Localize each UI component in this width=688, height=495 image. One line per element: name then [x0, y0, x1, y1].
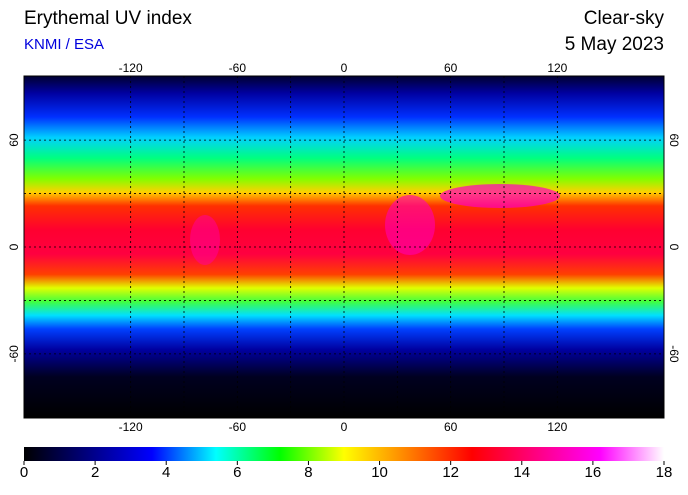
uv-hotspot: [440, 184, 560, 208]
y-tick-label: 60: [667, 133, 681, 147]
x-tick-label: -60: [229, 420, 247, 434]
date: 5 May 2023: [565, 34, 664, 55]
y-tick-label: 0: [7, 243, 21, 250]
colorbar-tick-label: 12: [442, 464, 459, 481]
x-tick-label: 0: [341, 61, 348, 75]
uv-hotspot: [385, 195, 435, 255]
x-tick-label: 0: [341, 420, 348, 434]
uv-hotspot: [190, 215, 220, 265]
title: Erythemal UV index: [24, 8, 192, 29]
y-tick-label: -60: [667, 345, 681, 363]
colorbar-tick-label: 18: [656, 464, 673, 481]
colorbar-tick-label: 8: [304, 464, 312, 481]
x-tick-label: 120: [547, 61, 567, 75]
x-tick-label: 60: [444, 61, 458, 75]
y-tick-label: -60: [7, 345, 21, 363]
colorbar-tick-label: 10: [371, 464, 388, 481]
colorbar-tick-label: 6: [233, 464, 241, 481]
subtitle: KNMI / ESA: [24, 36, 104, 53]
y-tick-label: 60: [7, 133, 21, 147]
colorbar-tick-label: 16: [585, 464, 602, 481]
x-tick-label: -120: [119, 61, 143, 75]
x-tick-label: 60: [444, 420, 458, 434]
colorbar-tick-label: 2: [91, 464, 99, 481]
colorbar-tick-label: 0: [20, 464, 28, 481]
x-tick-label: -120: [119, 420, 143, 434]
x-tick-label: -60: [229, 61, 247, 75]
colorbar: [24, 447, 664, 461]
colorbar-tick-label: 4: [162, 464, 170, 481]
colorbar-tick-label: 14: [513, 464, 530, 481]
y-tick-label: 0: [667, 244, 681, 251]
condition: Clear-sky: [584, 8, 665, 29]
x-tick-label: 120: [547, 420, 567, 434]
